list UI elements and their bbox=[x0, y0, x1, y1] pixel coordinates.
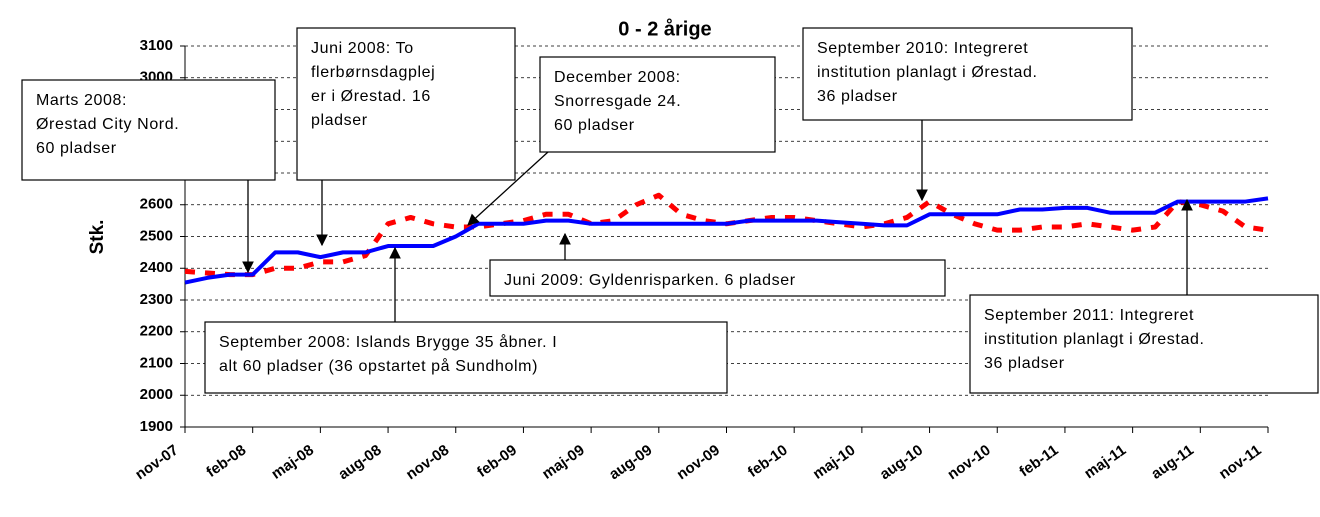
x-tick-label: aug-10 bbox=[877, 442, 926, 484]
x-tick-label: maj-09 bbox=[539, 442, 588, 483]
x-tick-label: aug-11 bbox=[1148, 442, 1197, 483]
y-axis-label: Stk. bbox=[87, 220, 108, 255]
annotation-text: September 2010: Integreret bbox=[817, 40, 1028, 57]
x-tick-label: maj-08 bbox=[268, 442, 317, 483]
x-tick-label: maj-10 bbox=[810, 442, 859, 483]
x-tick-label: feb-10 bbox=[745, 442, 791, 481]
annotation-box bbox=[21, 79, 276, 181]
x-tick-label: feb-11 bbox=[1016, 442, 1061, 481]
x-tick-label: aug-09 bbox=[606, 442, 655, 484]
annotation-text: flerbørnsdagplej bbox=[311, 64, 435, 81]
y-tick-label: 2000 bbox=[140, 386, 173, 403]
annotation-text: Juni 2008: To bbox=[311, 40, 414, 57]
x-tick-label: feb-08 bbox=[203, 442, 249, 481]
y-tick-label: 1900 bbox=[140, 418, 173, 435]
y-tick-label: 2300 bbox=[140, 291, 173, 308]
x-tick-label: nov-11 bbox=[1216, 442, 1265, 483]
annotation-text: alt 60 pladser (36 opstartet på Sundholm… bbox=[219, 357, 538, 375]
annotation-text: institution planlagt i Ørestad. bbox=[984, 331, 1205, 348]
x-tick-label: nov-10 bbox=[944, 442, 993, 484]
annotation-text: Snorresgade 24. bbox=[554, 93, 681, 110]
y-tick-label: 3100 bbox=[140, 37, 173, 54]
x-tick-label: maj-11 bbox=[1081, 442, 1129, 483]
y-tick-label: 2100 bbox=[140, 354, 173, 371]
annotation-text: September 2008: Islands Brygge 35 åbner.… bbox=[219, 333, 557, 351]
y-tick-label: 2500 bbox=[140, 227, 173, 244]
annotation-text: 36 pladser bbox=[817, 88, 898, 105]
annotation-box bbox=[969, 294, 1319, 394]
x-tick-label: nov-08 bbox=[403, 442, 452, 484]
annotation-text: 60 pladser bbox=[554, 117, 635, 134]
series-line bbox=[184, 196, 1269, 285]
annotation-text: institution planlagt i Ørestad. bbox=[817, 64, 1038, 81]
annotation-box bbox=[204, 321, 728, 394]
x-tick-label: nov-07 bbox=[132, 442, 181, 484]
annotation-text: September 2011: Integreret bbox=[984, 307, 1194, 324]
y-tick-label: 2400 bbox=[140, 259, 173, 276]
chart-title: 0 - 2 årige bbox=[618, 17, 711, 40]
y-tick-label: 2200 bbox=[140, 323, 173, 340]
annotation-box bbox=[296, 27, 516, 181]
annotation-text: December 2008: bbox=[554, 69, 681, 86]
annotation-text: Juni 2009: Gyldenrisparken. 6 pladser bbox=[504, 272, 796, 289]
annotation-text: pladser bbox=[311, 112, 368, 129]
annotation-text: 36 pladser bbox=[984, 355, 1065, 372]
annotation-box bbox=[539, 56, 776, 153]
annotation-text: Ørestad City Nord. bbox=[36, 116, 179, 133]
annotation-box bbox=[489, 259, 946, 297]
annotation-box bbox=[802, 27, 1133, 121]
annotation-text: 60 pladser bbox=[36, 140, 117, 157]
x-tick-label: aug-08 bbox=[335, 442, 384, 484]
x-tick-label: nov-09 bbox=[674, 442, 723, 484]
annotation-text: Marts 2008: bbox=[36, 92, 127, 109]
annotation-text: er i Ørestad. 16 bbox=[311, 88, 431, 105]
y-tick-label: 2600 bbox=[140, 196, 173, 213]
annotation-arrow bbox=[467, 151, 549, 226]
x-tick-label: feb-09 bbox=[474, 442, 520, 481]
